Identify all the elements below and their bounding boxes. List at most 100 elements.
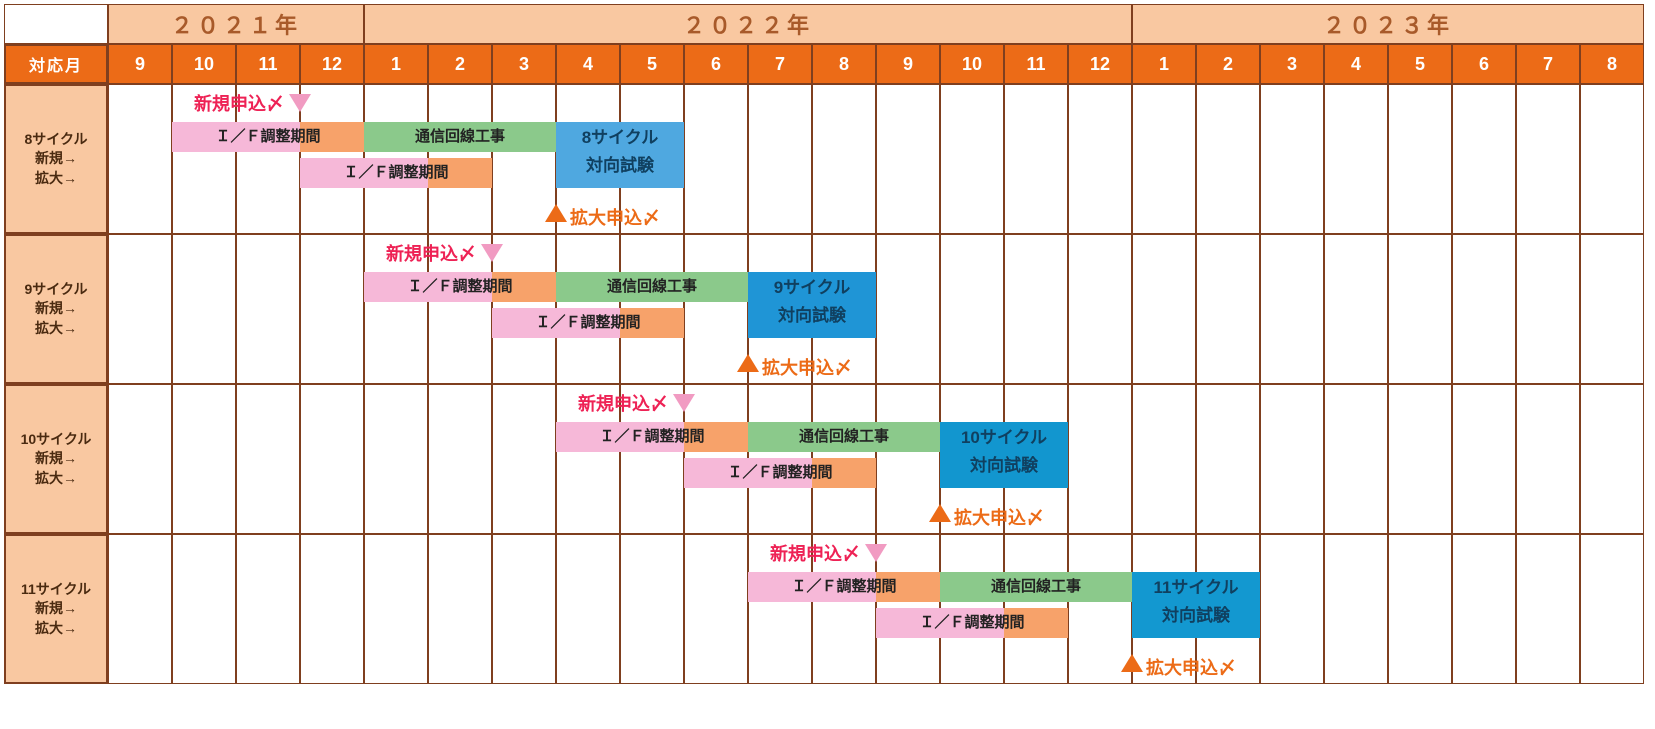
body-cell xyxy=(556,534,620,684)
cycle-name: 10サイクル xyxy=(21,430,92,450)
row-head: 9サイクル新規→拡大→ xyxy=(4,234,108,384)
body-cell xyxy=(1132,384,1196,534)
row-head: 8サイクル新規→拡大→ xyxy=(4,84,108,234)
body-cell xyxy=(1004,384,1068,534)
month-label: 7 xyxy=(1516,44,1580,84)
body-cell xyxy=(940,384,1004,534)
body-cell xyxy=(236,84,300,234)
body-cell xyxy=(1132,234,1196,384)
body-cell xyxy=(492,234,556,384)
body-cell xyxy=(236,384,300,534)
body-cell xyxy=(684,534,748,684)
body-cell xyxy=(1260,384,1324,534)
month-label: 3 xyxy=(1260,44,1324,84)
year-label: ２０２３年 xyxy=(1132,4,1644,44)
month-label: 10 xyxy=(940,44,1004,84)
body-cell xyxy=(300,234,364,384)
body-cell xyxy=(1580,84,1644,234)
body-cell xyxy=(940,534,1004,684)
body-cell xyxy=(1324,534,1388,684)
month-label: 4 xyxy=(556,44,620,84)
month-label: 8 xyxy=(1580,44,1644,84)
body-cell xyxy=(940,84,1004,234)
body-cell xyxy=(1196,384,1260,534)
body-cell xyxy=(1068,534,1132,684)
body-cell xyxy=(684,234,748,384)
body-cell xyxy=(940,234,1004,384)
body-cell xyxy=(300,384,364,534)
body-cell xyxy=(1388,534,1452,684)
body-cell xyxy=(236,534,300,684)
month-label: 12 xyxy=(300,44,364,84)
month-label: 8 xyxy=(812,44,876,84)
body-cell xyxy=(1260,234,1324,384)
month-label: 4 xyxy=(1324,44,1388,84)
body-cell xyxy=(812,234,876,384)
body-cell xyxy=(1580,534,1644,684)
body-cell xyxy=(876,234,940,384)
row-head: 10サイクル新規→拡大→ xyxy=(4,384,108,534)
month-label: 11 xyxy=(1004,44,1068,84)
body-cell xyxy=(364,534,428,684)
body-cell xyxy=(1068,84,1132,234)
body-cell xyxy=(1324,234,1388,384)
body-cell xyxy=(172,384,236,534)
body-cell xyxy=(1388,384,1452,534)
body-cell xyxy=(492,84,556,234)
body-cell xyxy=(364,234,428,384)
body-cell xyxy=(1004,84,1068,234)
body-cell xyxy=(620,84,684,234)
month-label: 11 xyxy=(236,44,300,84)
body-cell xyxy=(1324,84,1388,234)
month-label: 7 xyxy=(748,44,812,84)
body-cell xyxy=(236,234,300,384)
body-cell xyxy=(108,84,172,234)
body-cell xyxy=(428,84,492,234)
cycle-name: 8サイクル xyxy=(24,130,87,150)
row-expand-label: 拡大→ xyxy=(35,319,77,339)
body-cell xyxy=(684,84,748,234)
cycle-name: 9サイクル xyxy=(24,280,87,300)
body-cell xyxy=(876,384,940,534)
body-cell xyxy=(620,384,684,534)
body-cell xyxy=(1516,384,1580,534)
body-cell xyxy=(1196,534,1260,684)
month-label: 12 xyxy=(1068,44,1132,84)
body-cell xyxy=(876,534,940,684)
body-cell xyxy=(108,234,172,384)
body-cell xyxy=(108,384,172,534)
gantt-chart: ２０２１年２０２２年２０２３年 対応月910111212345678910111… xyxy=(4,4,1651,684)
body-cell xyxy=(300,534,364,684)
month-label: 1 xyxy=(1132,44,1196,84)
body-cell xyxy=(812,384,876,534)
body-cell xyxy=(428,534,492,684)
year-label: ２０２１年 xyxy=(108,4,364,44)
row-new-label: 新規→ xyxy=(35,449,77,469)
body-cell xyxy=(1132,84,1196,234)
body-cell xyxy=(172,534,236,684)
body-cell xyxy=(748,234,812,384)
body-cell xyxy=(556,384,620,534)
month-row: 対応月910111212345678910111212345678 xyxy=(4,44,1651,84)
month-label: 1 xyxy=(364,44,428,84)
body-cell xyxy=(1452,534,1516,684)
body-cell xyxy=(748,384,812,534)
body-cell xyxy=(1260,534,1324,684)
body-cell xyxy=(1196,234,1260,384)
body-cell xyxy=(1452,384,1516,534)
body-cell xyxy=(1196,84,1260,234)
body-cell xyxy=(1260,84,1324,234)
month-label: 5 xyxy=(620,44,684,84)
body-cell xyxy=(1516,234,1580,384)
body-cell xyxy=(428,234,492,384)
month-label: 6 xyxy=(684,44,748,84)
month-label: 2 xyxy=(1196,44,1260,84)
body-cell xyxy=(620,234,684,384)
body-cell xyxy=(1132,534,1196,684)
cycle-row: 10サイクル新規→拡大→ xyxy=(4,384,1651,534)
year-blank xyxy=(4,4,108,44)
row-expand-label: 拡大→ xyxy=(35,619,77,639)
cycle-name: 11サイクル xyxy=(21,580,91,600)
body-cell xyxy=(1580,234,1644,384)
body-cell xyxy=(492,384,556,534)
